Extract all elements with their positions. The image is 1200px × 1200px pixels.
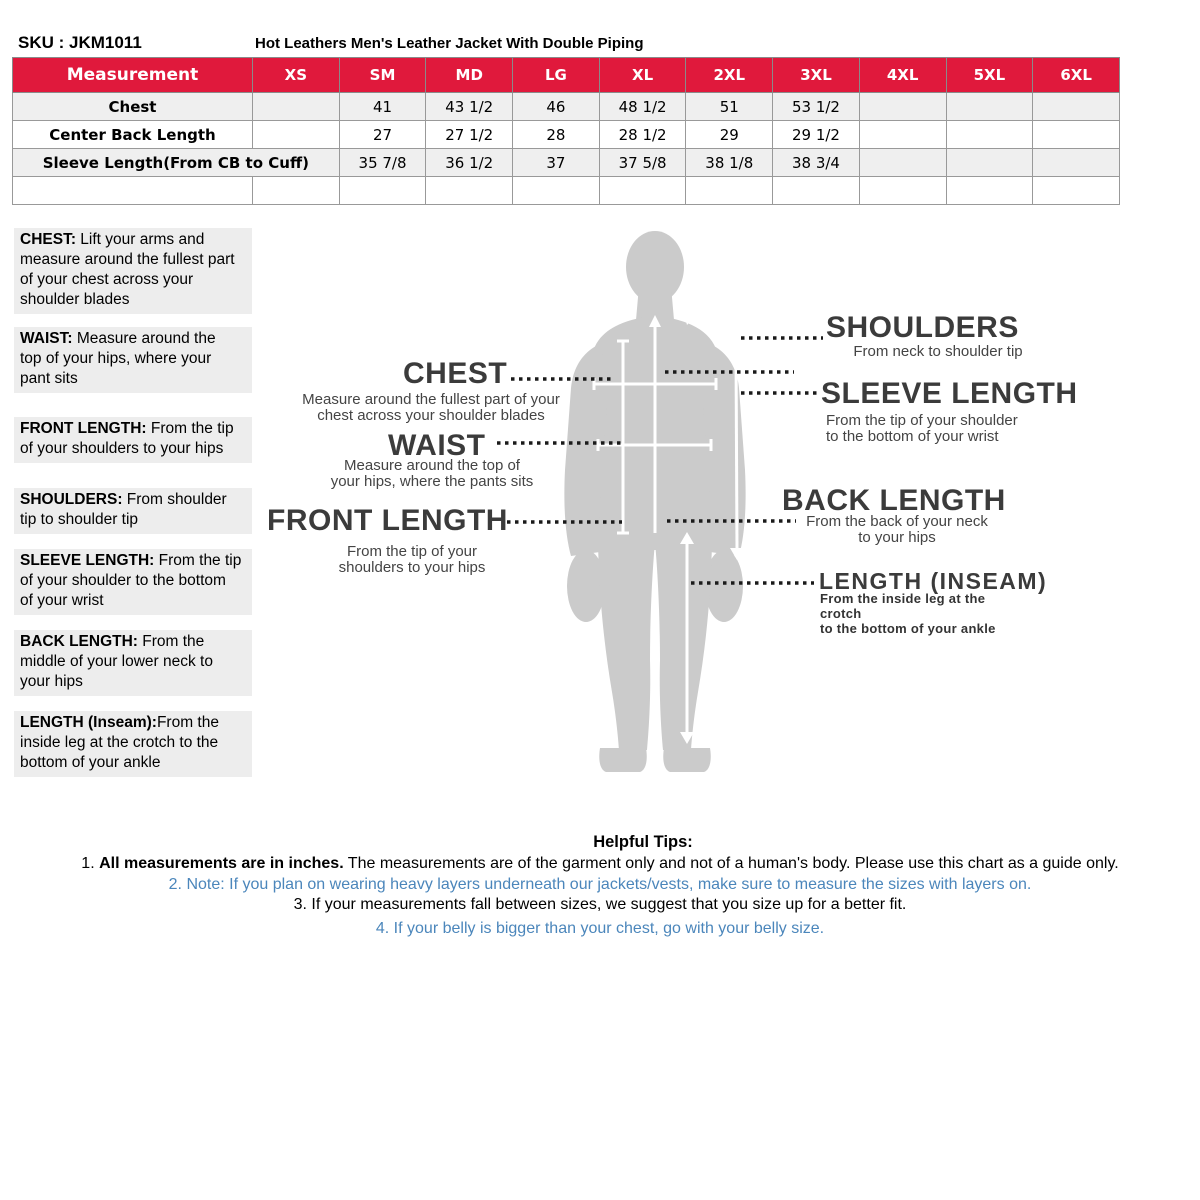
size-value-cell: 46: [512, 92, 600, 121]
diagram-waist-label: WAIST: [388, 429, 486, 462]
diagram-back-length-label: BACK LENGTH: [782, 484, 1006, 517]
helpful-tips-heading: Helpful Tips:: [593, 833, 693, 851]
column-header-measurement: Measurement: [12, 57, 253, 93]
diagram-shoulders-desc: From neck to shoulder tip: [853, 343, 1023, 360]
size-value-cell: [338, 176, 427, 205]
diagram-back-length-desc: From the back of your neck to your hips: [806, 513, 988, 546]
definition-back-length: BACK LENGTH: From the middle of your low…: [14, 630, 252, 696]
column-header-sm: SM: [338, 57, 427, 93]
size-value-cell: 35 7/8: [338, 148, 427, 177]
size-value-cell: 28 1/2: [598, 120, 687, 149]
tip-line-2: 2. Note: If you plan on wearing heavy la…: [168, 876, 1032, 893]
column-header-lg: LG: [512, 57, 600, 93]
size-value-cell: 37 5/8: [598, 148, 687, 177]
row-label: Chest: [12, 92, 253, 121]
diagram-inseam-desc: From the inside leg at the crotch to the…: [820, 591, 996, 636]
size-value-cell: 29: [685, 120, 774, 149]
shoulder-line: [690, 317, 729, 342]
front-length-line: [617, 339, 629, 535]
size-value-cell: [945, 148, 1034, 177]
size-value-cell: [772, 176, 860, 205]
size-value-cell: [945, 176, 1034, 205]
tip-line-1: 1. All measurements are in inches. The m…: [81, 855, 1119, 872]
tip-line-3: 3. If your measurements fall between siz…: [293, 896, 907, 913]
size-value-cell: [858, 148, 947, 177]
definition-sleeve-length: SLEEVE LENGTH: From the tip of your shou…: [14, 549, 252, 615]
size-value-cell: [1032, 176, 1120, 205]
diagram-chest-desc: Measure around the fullest part of your …: [302, 391, 560, 424]
tip-line-4: 4. If your belly is bigger than your che…: [375, 920, 825, 937]
size-value-cell: 37: [512, 148, 600, 177]
size-value-cell: 36 1/2: [425, 148, 514, 177]
diagram-sleeve-length-desc: From the tip of your shoulder to the bot…: [826, 412, 1018, 445]
size-value-cell: 53 1/2: [772, 92, 860, 121]
product-title: Hot Leathers Men's Leather Jacket With D…: [255, 35, 644, 52]
column-header-xs: XS: [252, 57, 340, 93]
definition-length-inseam: LENGTH (Inseam):From the inside leg at t…: [14, 711, 252, 777]
size-value-cell: [945, 92, 1034, 121]
table-row: Center Back Length 27 27 1/2 28 28 1/2 29 29 1…: [12, 120, 1120, 149]
size-value-cell: 27 1/2: [425, 120, 514, 149]
diagram-chest-label: CHEST: [403, 357, 508, 390]
size-value-cell: 38 1/8: [685, 148, 774, 177]
size-value-cell: [858, 176, 947, 205]
row-label: [12, 176, 253, 205]
size-table: Measurement XS SM MD LG XL 2XL 3XL 4XL 5XL 6XL Che…: [12, 57, 1120, 205]
size-value-cell: [1032, 92, 1120, 121]
column-header-2xl: 2XL: [685, 57, 774, 93]
definition-shoulders: SHOULDERS: From shoulder tip to shoulder…: [14, 488, 252, 534]
column-header-6xl: 6XL: [1032, 57, 1120, 93]
diagram-waist-desc: Measure around the top of your hips, whe…: [330, 457, 534, 490]
sku-label: SKU : JKM1011: [18, 33, 142, 52]
size-value-cell: 38 3/4: [772, 148, 860, 177]
size-value-cell: 48 1/2: [598, 92, 687, 121]
diagram-shoulders-label: SHOULDERS: [826, 311, 1019, 344]
size-table-header-row: Measurement XS SM MD LG XL 2XL 3XL 4XL 5XL 6XL: [12, 57, 1120, 93]
row-label: Sleeve Length(From CB to Cuff): [12, 148, 340, 177]
diagram-front-length-label: FRONT LENGTH: [267, 504, 508, 537]
table-row: Chest 41 43 1/2 46 48 1/2 51 53 1/2: [12, 92, 1120, 121]
column-header-xl: XL: [598, 57, 687, 93]
sleeve-line: [734, 349, 739, 551]
column-header-5xl: 5XL: [945, 57, 1034, 93]
diagram-inseam-label: LENGTH (INSEAM): [819, 568, 1048, 594]
column-header-md: MD: [425, 57, 514, 93]
size-value-cell: [252, 92, 340, 121]
column-header-4xl: 4XL: [858, 57, 947, 93]
table-row: [12, 176, 1120, 205]
diagram-front-length-desc: From the tip of your shoulders to your h…: [338, 543, 486, 576]
definition-waist: WAIST: Measure around the top of your hi…: [14, 327, 252, 393]
definition-front-length: FRONT LENGTH: From the tip of your shoul…: [14, 417, 252, 463]
table-row: Sleeve Length(From CB to Cuff) 35 7/8 36 1…: [12, 148, 1120, 177]
diagram-sleeve-length-label: SLEEVE LENGTH: [821, 377, 1078, 410]
definition-chest: CHEST: Lift your arms and measure around…: [14, 228, 252, 314]
size-value-cell: [858, 92, 947, 121]
waist-line: [596, 439, 713, 451]
size-value-cell: [252, 176, 340, 205]
